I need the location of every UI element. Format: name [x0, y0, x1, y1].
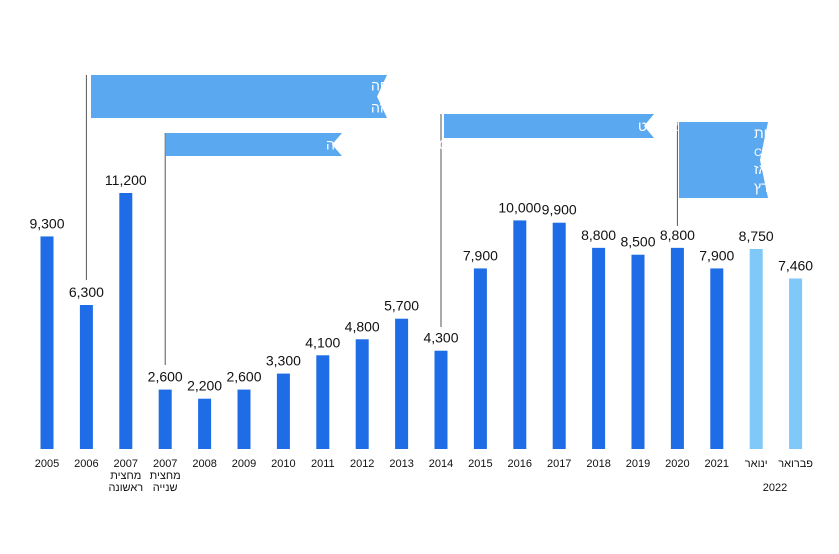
bar-18 [749, 249, 763, 449]
bar-5 [237, 389, 251, 449]
x-tick-label-15: 2019 [626, 458, 650, 470]
annotation-text-0-0: מרס 2006 – ישראל מפסיקה להכניס לשטחה [371, 78, 631, 94]
x-tick-label-4: 2008 [192, 458, 216, 470]
bar-12 [513, 220, 527, 449]
annotation-text-3-3: מרץ [754, 179, 778, 195]
x-tick-label-18: ינואר [745, 458, 768, 470]
x-tick-label-10: 2014 [429, 458, 453, 470]
value-label-9: 5,700 [384, 298, 419, 314]
annotation-box-1 [166, 133, 342, 156]
x-tick-sublabel-2-1: ראשונה [108, 482, 143, 494]
value-label-3: 2,600 [148, 369, 183, 385]
bar-17 [710, 268, 724, 449]
annotation-text-1-0: יוני 2007 – המצור על עזה [326, 137, 475, 153]
bar-8 [355, 339, 369, 449]
bars-group: 9,30020056,300200611,2002007מחציתראשונה2… [29, 172, 813, 494]
value-label-7: 4,100 [305, 334, 340, 350]
value-label-1: 6,300 [69, 284, 104, 300]
value-label-19: 7,460 [778, 257, 813, 273]
bar-10 [434, 350, 448, 449]
value-label-12: 10,000 [498, 199, 541, 215]
annotation-text-3-2: שהוטלו מאז [754, 161, 824, 177]
annotation-text-3-1: COVID-19 [754, 147, 805, 159]
x-tick-label-0: 2005 [35, 458, 59, 470]
annotation-box-0 [91, 75, 387, 118]
x-tick-label-17: 2021 [705, 458, 729, 470]
bar-16 [670, 247, 684, 449]
bar-4 [198, 398, 212, 449]
x-tick-sublabel-3-0: מחצית [150, 470, 181, 482]
x-tick-label-1: 2006 [74, 458, 98, 470]
x-tick-label-13: 2017 [547, 458, 571, 470]
value-label-4: 2,200 [187, 378, 222, 394]
value-label-13: 9,900 [542, 202, 577, 218]
value-label-6: 3,300 [266, 353, 301, 369]
value-label-10: 4,300 [423, 330, 458, 346]
x-tick-label-3: 2007 [153, 458, 177, 470]
x-tick-label-5: 2009 [232, 458, 256, 470]
x-tick-label-14: 2018 [586, 458, 610, 470]
value-label-18: 8,750 [739, 228, 774, 244]
bar-11 [473, 268, 487, 449]
x-tick-label-16: 2020 [665, 458, 689, 470]
x-tick-sublabel-3-1: שנייה [153, 482, 178, 494]
value-label-15: 8,500 [620, 234, 655, 250]
value-label-5: 2,600 [226, 369, 261, 385]
value-label-8: 4,800 [345, 318, 380, 334]
bar-9 [395, 318, 409, 449]
bar-2 [119, 193, 133, 449]
value-label-2: 11,200 [105, 172, 147, 188]
x-tick-sublabel-2-0: מחצית [110, 470, 141, 482]
annotation-leaders [85, 75, 678, 365]
bar-14 [592, 247, 606, 449]
x-tick-label-11: 2015 [468, 458, 492, 470]
value-label-16: 8,800 [660, 227, 695, 243]
x-tick-label-6: 2010 [271, 458, 295, 470]
bar-1 [79, 305, 93, 449]
bar-7 [316, 355, 330, 449]
bar-15 [631, 254, 645, 449]
bar-3 [158, 389, 172, 449]
value-label-17: 7,900 [699, 247, 734, 263]
value-label-11: 7,900 [463, 247, 498, 263]
bar-0 [40, 236, 54, 449]
x-tick-label-2: 2007 [114, 458, 138, 470]
x-tick-label-12: 2016 [508, 458, 532, 470]
bar-19 [789, 278, 803, 449]
annotation-box-3 [679, 122, 768, 198]
x-tick-label-8: 2012 [350, 458, 374, 470]
annotation-text-0-1: פועלים מעזה [371, 100, 446, 116]
bar-13 [552, 222, 566, 449]
annotations-group: מרס 2006 – ישראל מפסיקה להכניס לשטחה פועל… [91, 75, 835, 198]
x-tick-label-7: 2011 [311, 458, 335, 470]
year-2022-group-label: 2022 [763, 482, 787, 494]
value-label-14: 8,800 [581, 227, 616, 243]
x-tick-label-19: פברואר [778, 458, 813, 470]
annotation-text-3-0: מגבלות [754, 125, 798, 141]
bar-6 [276, 373, 290, 449]
annotation-box-2 [444, 114, 654, 138]
value-label-0: 9,300 [29, 215, 64, 231]
x-tick-label-9: 2013 [389, 458, 413, 470]
